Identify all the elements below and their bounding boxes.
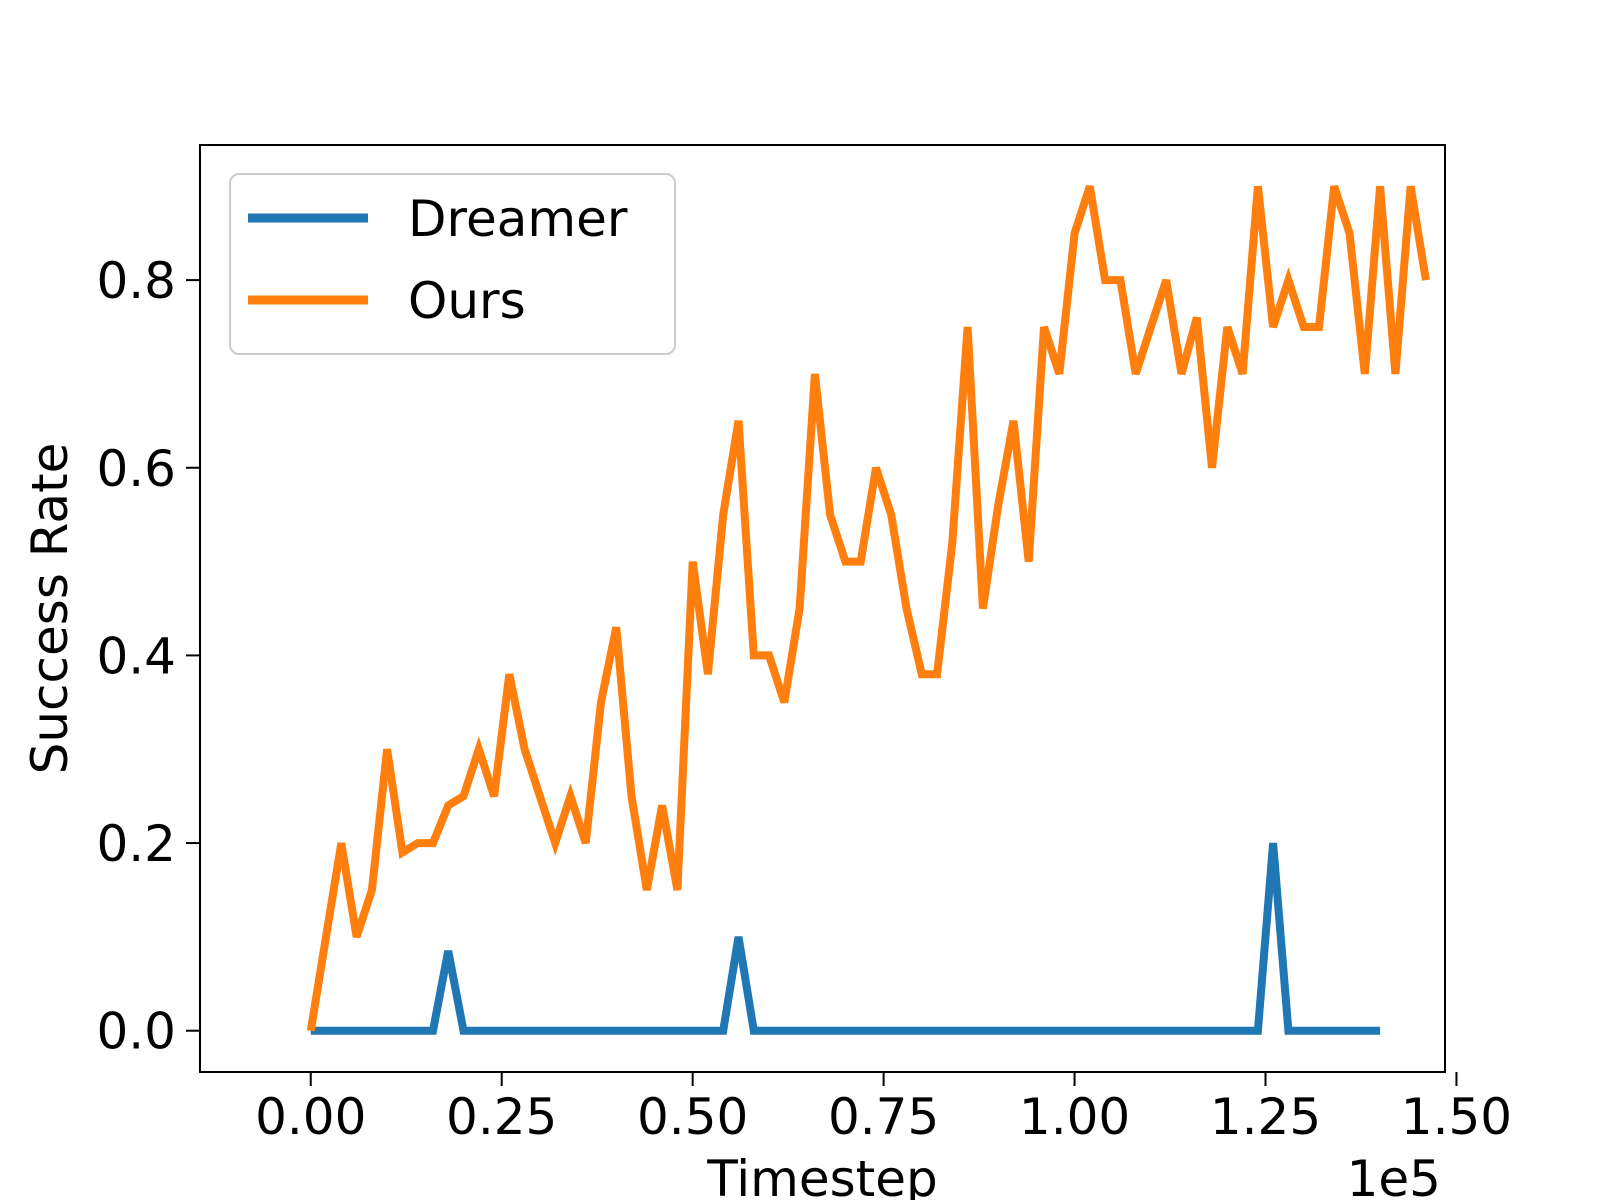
axes-layer: 0.00 0.25 0.50 0.75 1.00 1.25 1.50 0.0 0.2 0.4 0.6… (96, 144, 1512, 1146)
x-tick-label: 1.25 (1210, 1088, 1321, 1146)
series-layer (306, 185, 1430, 1035)
x-tick-label: 1.50 (1401, 1088, 1512, 1146)
legend: Dreamer Ours (229, 173, 676, 355)
legend-label-ours: Ours (408, 272, 526, 330)
x-tick-label: 0.25 (446, 1088, 557, 1146)
y-tick-label: 0.8 (96, 252, 176, 310)
x-tick-label: 0.75 (828, 1088, 939, 1146)
y-axis-label: Success Rate (21, 443, 79, 775)
series-line-dreamer (310, 842, 1381, 1035)
x-tick-label: 1.00 (1019, 1088, 1130, 1146)
series-line-ours (306, 185, 1430, 1032)
y-tick-label: 0.0 (96, 1003, 176, 1061)
axes-frame (199, 144, 1446, 1073)
y-tick-label: 0.4 (96, 627, 176, 685)
x-axis-offset-label: 1e5 (1347, 1150, 1441, 1200)
legend-label-dreamer: Dreamer (408, 190, 628, 248)
x-axis-label: Timestep (706, 1150, 938, 1200)
x-tick-label: 0.50 (637, 1088, 748, 1146)
y-tick-label: 0.2 (96, 815, 176, 873)
x-tick-label: 0.00 (255, 1088, 366, 1146)
y-tick-label: 0.6 (96, 440, 176, 498)
